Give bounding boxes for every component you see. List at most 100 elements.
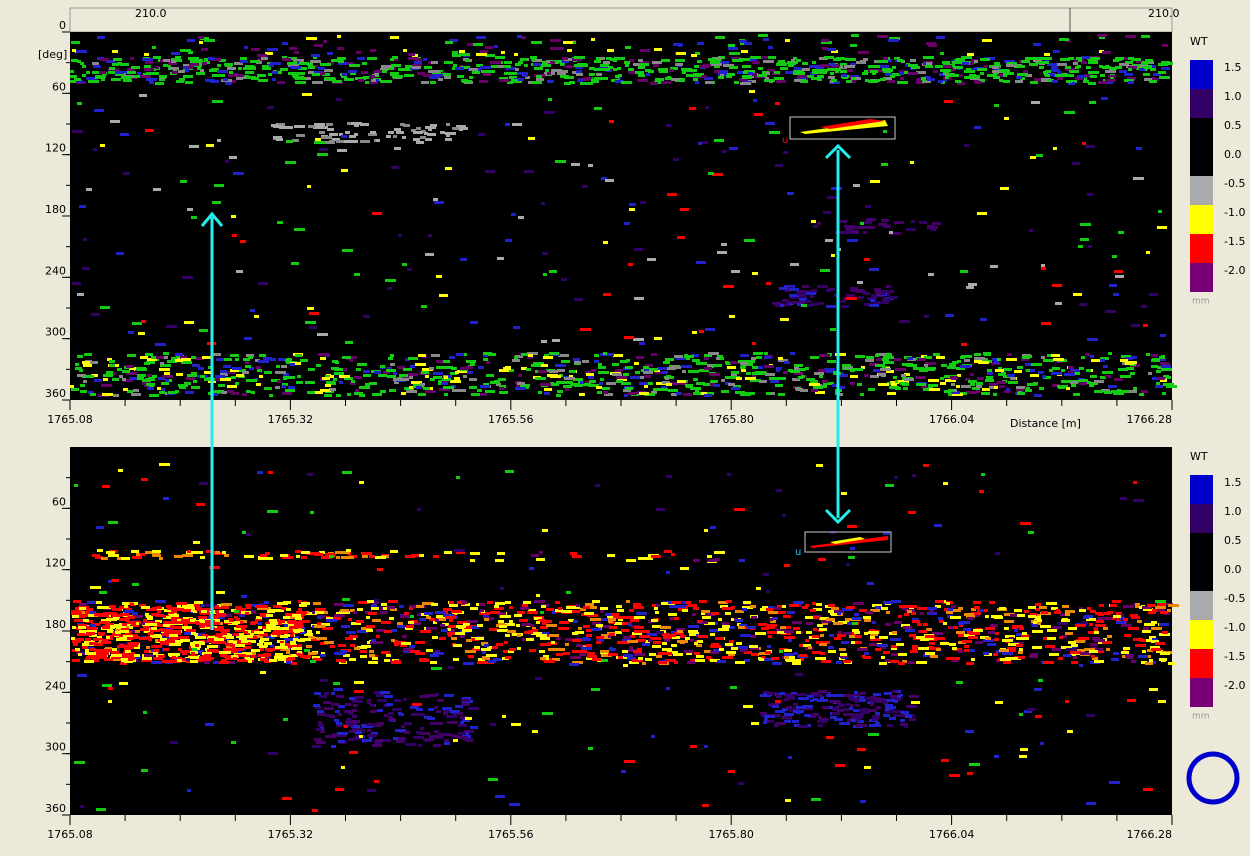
pixel [194,601,203,604]
pixel [560,70,568,73]
pixel [708,58,715,61]
pixel [279,620,285,623]
pixel [911,701,920,704]
pixel [785,694,795,697]
pixel [738,626,745,629]
pixel [113,394,119,397]
pixel [761,627,769,630]
pixel [855,635,862,638]
pixel [685,637,690,640]
pixel [1162,631,1168,634]
pixel [1151,354,1158,357]
pixel [739,40,747,43]
pixel [651,555,661,558]
pixel [1043,359,1054,362]
pixel [1156,382,1160,385]
pixel [653,64,659,67]
pixel [977,68,987,71]
pixel [692,613,696,616]
pixel [354,273,360,276]
pixel [1120,497,1127,500]
pixel [704,394,712,397]
pixel [191,652,195,655]
pixel [630,619,639,622]
pixel [574,361,581,364]
pixel [1061,369,1065,372]
pixel [605,179,614,182]
pixel [846,80,852,83]
pixel [320,389,330,392]
pixel [437,699,444,702]
pixel [1047,637,1056,640]
pixel [726,75,732,78]
pixel [666,124,671,127]
pixel [963,628,971,631]
pixel [362,555,368,558]
pixel [584,82,593,85]
pixel [682,601,686,604]
pixel [841,641,849,644]
pixel [651,353,657,356]
pixel [570,656,581,659]
pixel [297,653,301,656]
pixel [915,376,926,379]
pixel [1141,305,1147,308]
pixel [116,252,124,255]
pixel [570,552,577,555]
pixel [964,649,969,652]
pixel [70,70,74,73]
pixel [548,648,559,651]
pixel [175,390,179,393]
pixel [500,615,511,618]
pixel [530,56,537,59]
pixel [425,738,434,741]
pixel [929,610,934,613]
pixel [1071,644,1078,647]
pixel [144,53,149,56]
pixel [790,263,799,266]
pixel [94,379,102,382]
pixel [818,724,823,727]
pixel [325,735,336,738]
pixel [1025,363,1031,366]
pixel [83,238,87,241]
pixel [897,81,908,84]
pixel [845,58,856,61]
pixel [1068,641,1076,644]
pixel [532,629,538,632]
pixel [812,69,819,72]
pixel [543,356,553,359]
pixel [381,651,390,654]
pixel [905,715,912,718]
pixel [810,295,814,298]
pixel [970,383,975,386]
pixel [877,644,888,647]
pixel [136,367,146,370]
pixel [999,79,1003,82]
pixel [867,582,874,585]
pixel [615,75,620,78]
pixel [1080,223,1091,226]
pixel [993,653,998,656]
pixel [1085,145,1095,148]
pixel [273,136,282,139]
pixel [618,57,625,60]
pixel [1157,226,1167,229]
pixel [1137,620,1142,623]
pixel [86,71,90,74]
pixel [235,382,239,385]
pixel [1079,664,1083,667]
pixel [453,64,457,67]
pixel [444,742,450,745]
pixel [398,378,409,381]
pixel [480,609,484,612]
pixel [974,75,980,78]
pixel [454,549,465,552]
pixel [452,127,459,130]
pixel [372,744,382,747]
pixel [1004,627,1009,630]
pixel [384,659,390,662]
pixel [404,731,410,734]
pixel [624,336,634,339]
pixel [744,239,755,242]
